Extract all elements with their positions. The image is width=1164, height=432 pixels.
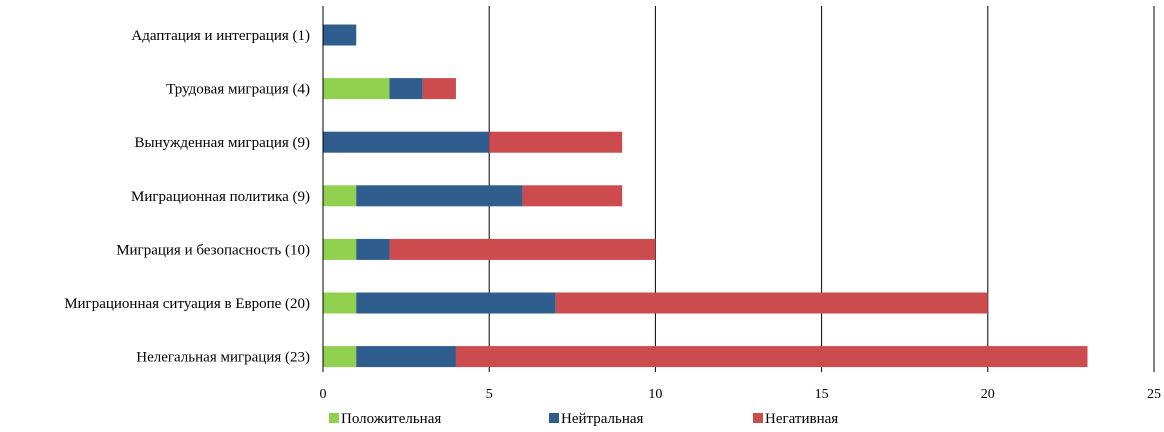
bar-segment-2-3 xyxy=(522,185,623,207)
bar-segment-0-5 xyxy=(323,292,357,314)
x-tick-labels: 0 5 10 15 20 25 xyxy=(320,387,1162,402)
x-tick-label: 10 xyxy=(648,387,662,402)
x-tick-label: 20 xyxy=(981,387,995,402)
legend: Положительная Нейтральная Негативная xyxy=(329,411,838,427)
bar-segment-0-6 xyxy=(323,346,357,368)
category-labels: Адаптация и интеграция (1) Трудовая мигра… xyxy=(64,28,310,366)
legend-swatch xyxy=(549,413,559,423)
bar-segment-2-4 xyxy=(389,238,656,260)
bar-segment-1-3 xyxy=(356,185,523,207)
bar-segment-0-3 xyxy=(323,185,357,207)
category-label: Трудовая миграция (4) xyxy=(166,82,310,98)
bar-segment-1-1 xyxy=(389,78,423,100)
category-label: Миграционная ситуация в Европе (20) xyxy=(64,296,310,312)
bar-segment-1-5 xyxy=(356,292,556,314)
legend-label: Негативная xyxy=(765,411,838,427)
x-tick-label: 25 xyxy=(1147,387,1161,402)
x-tick-label: 0 xyxy=(320,387,327,402)
bar-segment-0-4 xyxy=(323,238,357,260)
bar-segment-1-2 xyxy=(323,131,490,153)
bar-segment-1-4 xyxy=(356,238,390,260)
legend-swatch xyxy=(329,413,339,423)
category-label: Миграционная политика (9) xyxy=(131,189,310,205)
legend-label: Положительная xyxy=(341,411,441,427)
bar-segment-2-1 xyxy=(422,78,456,100)
x-tick-label: 5 xyxy=(486,387,493,402)
bar-segment-2-5 xyxy=(555,292,988,314)
x-tick-label: 15 xyxy=(815,387,829,402)
legend-label: Нейтральная xyxy=(561,411,644,427)
category-label: Миграция и безопасность (10) xyxy=(116,242,310,258)
bar-segment-2-2 xyxy=(489,131,623,153)
bar-segment-1-0 xyxy=(323,24,357,46)
category-label: Вынужденная миграция (9) xyxy=(135,135,310,151)
bar-segment-2-6 xyxy=(455,346,1088,368)
legend-swatch xyxy=(753,413,763,423)
bar-segment-0-1 xyxy=(323,78,390,100)
bar-segment-1-6 xyxy=(356,346,456,368)
category-label: Нелегальная миграция (23) xyxy=(136,350,310,366)
bars xyxy=(323,24,1088,368)
category-label: Адаптация и интеграция (1) xyxy=(131,28,310,44)
